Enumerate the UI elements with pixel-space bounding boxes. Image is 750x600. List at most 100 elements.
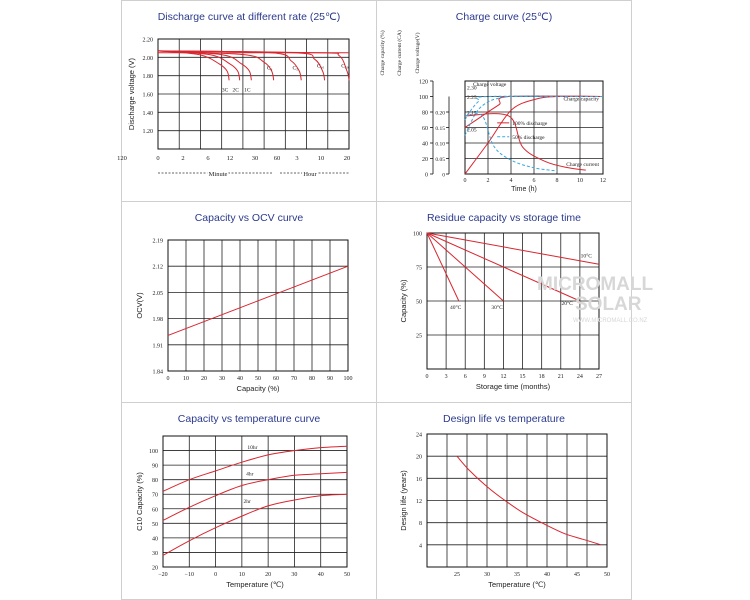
x-tick-label: 90 [327, 376, 333, 382]
x-tick-label: 60 [273, 376, 279, 382]
y-tick-label: 60 [152, 507, 158, 513]
watermark-url: WWW.MICROMALL.CO.NZ [573, 318, 648, 324]
x-tick-label: 20 [201, 376, 207, 382]
x-tick-label: 25 [454, 572, 460, 578]
x-tick-label: 30 [219, 376, 225, 382]
storage-temp-label: 40°C [450, 304, 462, 311]
y-axis-label: Capacity (%) [399, 279, 408, 322]
x-tick-label: 24 [577, 374, 583, 380]
x-tick-label: 50 [255, 376, 261, 382]
legend-label-100: 100% discharge [512, 121, 548, 127]
plot-frame [167, 239, 349, 372]
panel-title-discharge: Discharge curve at different rate (25℃) [157, 11, 341, 23]
panel-ocv: Capacity vs OCV curve 0 10 20 30 40 50 60 70 80 9… [121, 201, 377, 403]
y-tick-label: 2.00 [143, 56, 154, 62]
x-tick-label: 10 [318, 155, 325, 162]
discharge-rate-label: 3C [222, 88, 229, 94]
x-tick-label: 30 [291, 572, 297, 578]
y-tick-label: 1.80 [143, 74, 154, 80]
capacity-tick-label: 120 [419, 80, 428, 86]
capacity-temp-curve-4hr [162, 471, 348, 521]
y-tick-label: 1.98 [153, 317, 164, 323]
x-axis-label: Time (h) [511, 186, 537, 193]
watermark-sub: SOLAR [575, 294, 642, 315]
x-tick-label: 20 [265, 572, 271, 578]
discharge-rate-label: C₁₀ [317, 63, 325, 69]
storage-temp-label: 20°C [561, 300, 573, 307]
plot-frame [426, 232, 600, 370]
storage-temp-label: 10°C [581, 252, 593, 259]
discharge-curve-C3 [157, 50, 275, 81]
x-tick-label: 35 [514, 572, 520, 578]
chart-ocv: 0 10 20 30 40 50 60 70 80 90 100 1.84 1.91 1.98 2.05 2.… [135, 239, 353, 394]
x-axis-label: Temperature (℃) [488, 580, 546, 589]
x-axis-label: Temperature (℃) [226, 580, 284, 589]
annotation-charge-capacity: Charge capacity [564, 96, 600, 102]
voltage-tick-label: 2.15 [467, 111, 477, 117]
x-tick-label: 12 [227, 155, 234, 162]
x-tick-label: 27 [596, 374, 602, 380]
x-tick-label: 2 [487, 178, 490, 184]
voltage-tick-label: 2.25 [467, 95, 477, 101]
axis-title-capacity: Charge capacity (%) [379, 30, 386, 75]
current-tick-label: 0.05 [435, 157, 445, 163]
y-tick-label: 12 [416, 499, 422, 505]
chart-storage: 0 3 6 9 12 15 18 21 24 27 25 50 75 100 Storage time (m… [399, 232, 602, 392]
y-tick-label: 80 [152, 478, 158, 484]
x-tick-label: 3 [295, 155, 298, 162]
capacity-temp-label: 2hr [243, 499, 251, 505]
x-tick-label: 40 [544, 572, 550, 578]
legend-label-50: 50% discharge [512, 135, 545, 141]
capacity-tick-label: 100 [419, 95, 428, 101]
y-tick-label: 20 [152, 566, 158, 572]
x-tick-label: 10 [239, 572, 245, 578]
panel-title-ocv: Capacity vs OCV curve [194, 212, 304, 224]
x-tick-label: 0 [156, 155, 159, 162]
storage-line-3 [426, 232, 600, 265]
x-tick-label: 8 [556, 178, 559, 184]
panel-title-charge: Charge curve (25℃) [455, 11, 553, 23]
y-axis-label: C10 Capacity (%) [135, 472, 144, 531]
discharge-rate-label: C₅ [292, 65, 298, 71]
storage-line-2 [426, 232, 581, 302]
x-tick-label: 6 [206, 155, 210, 162]
y-tick-label: 100 [413, 232, 422, 238]
capacity-temp-curve-2hr [162, 493, 348, 556]
x-tick-label: 120 [117, 155, 127, 162]
current-tick-label: 0.10 [435, 142, 445, 148]
x-tick-label: 10 [183, 376, 189, 382]
storage-line-0 [426, 232, 460, 302]
x-axis-label: Capacity (%) [237, 384, 280, 393]
minute-segment-label: Minute [209, 171, 228, 178]
y-tick-label: 100 [149, 449, 158, 455]
panel-discharge: Discharge curve at different rate (25℃) … [117, 0, 377, 202]
x-tick-label: 20 [344, 155, 351, 162]
x-tick-label: 40 [237, 376, 243, 382]
x-tick-label: 30 [484, 572, 490, 578]
y-tick-label: 70 [152, 493, 158, 499]
y-tick-label: 1.20 [143, 129, 154, 135]
panel-title-capacity-temp: Capacity vs temperature curve [177, 413, 321, 425]
storage-temp-label: 30°C [491, 304, 503, 311]
annotation-charge-voltage: Charge voltage [473, 82, 507, 88]
x-tick-label: 12 [500, 374, 506, 380]
x-tick-label: 2 [181, 155, 184, 162]
x-tick-label: 21 [558, 374, 564, 380]
current-tick-label: 0.15 [435, 126, 445, 132]
panel-capacity-temp: Capacity vs temperature curve −20 −10 0 10 2… [121, 402, 377, 600]
x-tick-label: −10 [185, 572, 194, 578]
plot-frame [162, 435, 348, 568]
x-tick-label: 0 [167, 376, 170, 382]
y-tick-label: 2.20 [143, 38, 154, 44]
y-axis-label: Design life (years) [399, 470, 408, 531]
annotation-charge-current: Charge current [566, 162, 599, 168]
capacity-tick-label: 0 [425, 173, 428, 179]
capacity-temp-curve-10hr [162, 445, 348, 492]
discharge-rate-label: C₂₀ [341, 63, 349, 69]
y-tick-label: 90 [152, 464, 158, 470]
y-tick-label: 1.91 [153, 343, 164, 349]
y-tick-label: 2.12 [153, 265, 164, 271]
x-tick-label: 3 [445, 374, 448, 380]
y-tick-label: 24 [416, 433, 422, 439]
panel-charge: Charge curve (25℃) 0 2 4 6 8 10 12 Time (h) 0 20 4… [376, 0, 632, 202]
